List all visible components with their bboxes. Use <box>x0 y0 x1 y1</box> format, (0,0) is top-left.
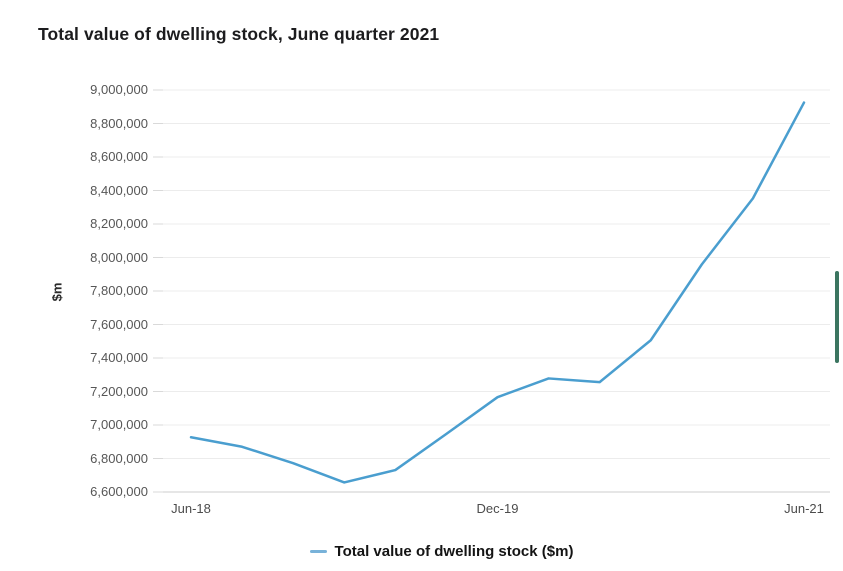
y-tick-label: 6,600,000 <box>90 484 148 499</box>
y-tick-label: 7,000,000 <box>90 417 148 432</box>
x-tick-label: Jun-18 <box>171 501 211 516</box>
legend-label: Total value of dwelling stock ($m) <box>334 542 574 560</box>
y-tick-label: 7,400,000 <box>90 350 148 365</box>
y-tick-label: 9,000,000 <box>90 82 148 97</box>
y-tick-label: 8,800,000 <box>90 115 148 131</box>
y-tick-label: 8,000,000 <box>90 249 148 265</box>
y-tick-label: 6,800,000 <box>90 450 148 466</box>
y-tick-label: 7,800,000 <box>90 283 148 298</box>
y-tick-label: 8,400,000 <box>90 182 148 198</box>
legend-line-marker-icon <box>309 549 327 553</box>
y-tick-label: 7,600,000 <box>90 316 148 332</box>
chart-title: Total value of dwelling stock, June quar… <box>38 24 440 44</box>
y-tick-label: 8,600,000 <box>90 149 148 164</box>
series-line-total-dwelling-stock <box>189 101 806 484</box>
y-axis-title: $m <box>49 282 65 302</box>
x-tick-label: Dec-19 <box>476 501 519 516</box>
y-tick-label: 7,200,000 <box>90 383 148 399</box>
legend: Total value of dwelling stock ($m) <box>40 541 843 561</box>
scrollbar-thumb[interactable] <box>835 271 839 363</box>
y-tick-label: 8,200,000 <box>90 216 148 231</box>
x-tick-label: Jun-21 <box>784 501 824 516</box>
